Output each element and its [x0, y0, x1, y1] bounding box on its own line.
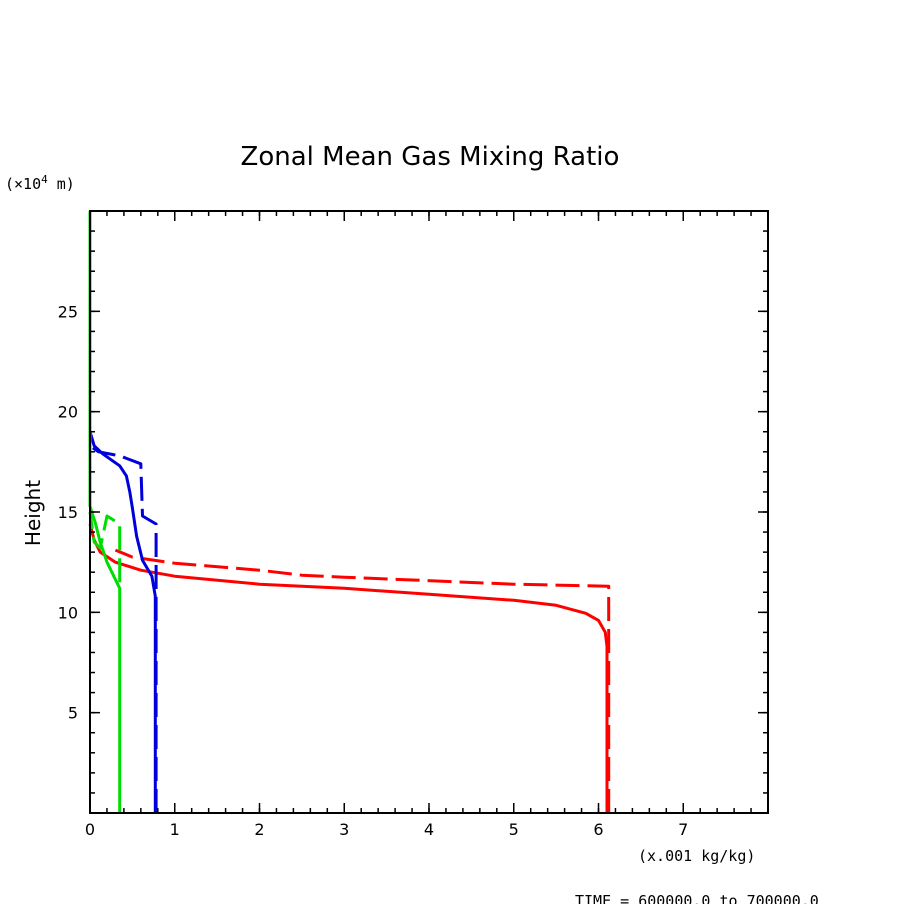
x-tick-label: 4 — [424, 820, 434, 839]
tick-labels-layer: 0 1 2 3 4 5 6 7 5 10 15 20 25 — [58, 302, 689, 839]
series-line-6 — [88, 511, 122, 583]
x-tick-label: 0 — [85, 820, 95, 839]
y-tick-label: 10 — [58, 603, 78, 622]
x-tick-label: 6 — [593, 820, 603, 839]
series-line-1 — [88, 523, 609, 813]
x-tick-label: 1 — [170, 820, 180, 839]
y-unit-label: (×104 m) — [5, 173, 75, 193]
series-line-4 — [89, 444, 158, 813]
plot-frame — [89, 210, 769, 814]
x-tick-label: 3 — [339, 820, 349, 839]
x-tick-label: 5 — [509, 820, 519, 839]
footer-time-label: TIME = 600000.0 to 700000.0 — [575, 892, 819, 904]
ticks-layer — [89, 211, 768, 813]
series-line-3 — [88, 431, 157, 813]
x-tick-label: 2 — [254, 820, 264, 839]
x-tick-label: 7 — [678, 820, 688, 839]
y-tick-label: 15 — [58, 503, 78, 522]
y-tick-label: 25 — [58, 302, 78, 321]
series-line-2 — [114, 548, 611, 813]
series-layer — [88, 211, 611, 813]
y-tick-label: 20 — [58, 403, 78, 422]
y-tick-label: 5 — [68, 704, 78, 723]
x-unit-label: (x.001 kg/kg) — [638, 847, 755, 865]
chart-title: Zonal Mean Gas Mixing Ratio — [241, 142, 620, 172]
y-axis-label: Height — [21, 480, 45, 546]
